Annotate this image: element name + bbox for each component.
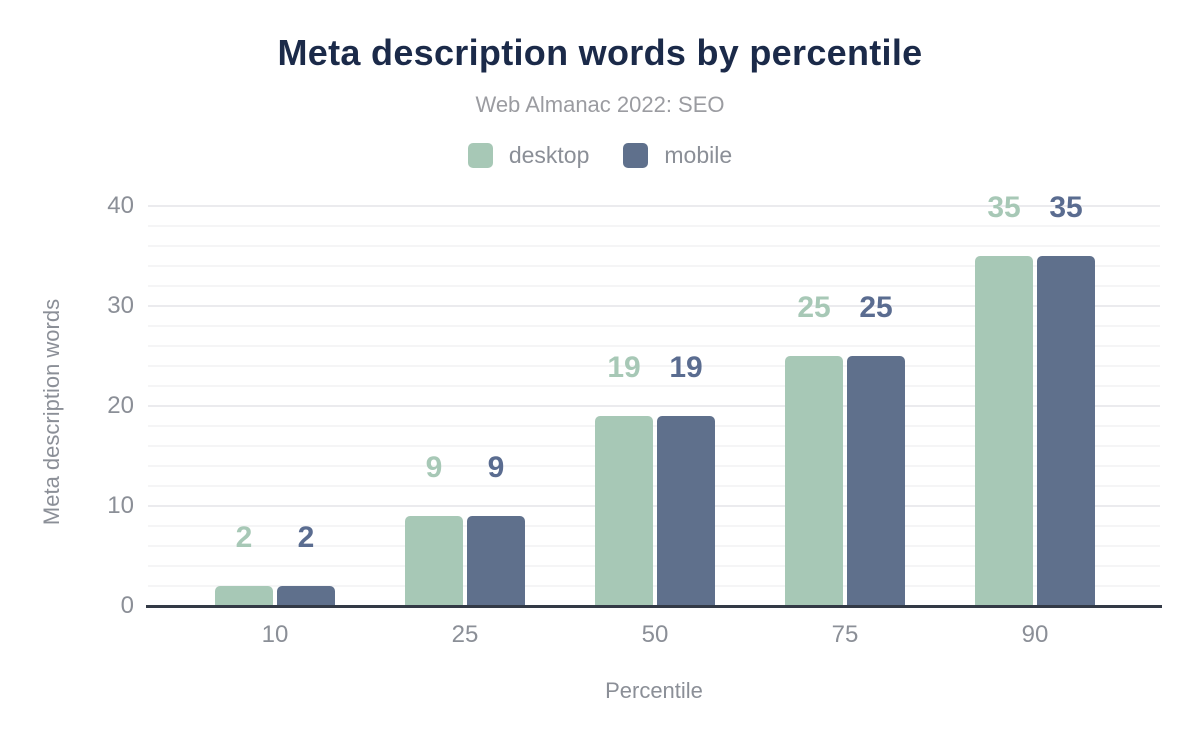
bar-label-desktop-p50: 19 — [607, 351, 641, 384]
legend-swatch-mobile — [623, 143, 649, 168]
bar-mobile-p50 — [657, 416, 715, 606]
gridline-16 — [148, 445, 1160, 447]
gridline-30 — [148, 305, 1160, 307]
legend-item-desktop: desktop — [467, 142, 590, 169]
bar-mobile-p75 — [847, 356, 905, 606]
gridline-8 — [148, 525, 1160, 527]
bar-label-mobile-p25: 9 — [487, 451, 505, 484]
gridline-18 — [148, 425, 1160, 427]
bar-label-desktop-p75: 25 — [797, 291, 831, 324]
x-tick-25: 25 — [451, 621, 479, 648]
y-tick-40: 40 — [107, 192, 134, 219]
bar-desktop-p50 — [595, 416, 653, 606]
gridline-40 — [148, 205, 1160, 207]
bar-label-desktop-p25: 9 — [425, 451, 443, 484]
bar-mobile-p90 — [1037, 256, 1095, 606]
gridline-24 — [148, 365, 1160, 367]
bar-group-p25: 9 9 25 — [405, 206, 525, 648]
gridline-26 — [148, 345, 1160, 347]
gridline-2 — [148, 585, 1160, 587]
x-tick-10: 10 — [261, 621, 289, 648]
legend-label-desktop: desktop — [508, 142, 590, 168]
bar-label-mobile-p10: 2 — [297, 521, 315, 554]
legend-label-mobile: mobile — [664, 142, 733, 168]
bar-label-mobile-p75: 25 — [859, 291, 893, 324]
gridline-36 — [148, 245, 1160, 247]
bar-desktop-p25 — [405, 516, 463, 606]
bar-label-desktop-p90: 35 — [987, 191, 1021, 224]
gridline-20 — [148, 405, 1160, 407]
x-tick-90: 90 — [1021, 621, 1049, 648]
gridline-6 — [148, 545, 1160, 547]
bar-desktop-p90 — [975, 256, 1033, 606]
x-axis-line — [146, 605, 1162, 608]
y-tick-0: 0 — [120, 592, 134, 619]
x-tick-75: 75 — [831, 621, 859, 648]
gridline-14 — [148, 465, 1160, 467]
bar-mobile-p25 — [467, 516, 525, 606]
gridline-32 — [148, 285, 1160, 287]
legend-swatch-desktop — [467, 143, 493, 168]
bar-label-mobile-p50: 19 — [669, 351, 703, 384]
bar-label-mobile-p90: 35 — [1049, 191, 1083, 224]
y-tick-20: 20 — [107, 392, 134, 419]
chart-subtitle: Web Almanac 2022: SEO — [475, 92, 725, 117]
x-tick-50: 50 — [641, 621, 669, 648]
x-axis-title: Percentile — [605, 678, 703, 703]
bar-group-p50: 19 19 50 — [595, 206, 715, 648]
y-axis-title: Meta description words — [39, 298, 64, 526]
plot-area: 0 10 20 30 40 2 2 10 9 9 25 19 19 50 25 25 75 35 35 90 — [107, 192, 1162, 648]
bar-desktop-p75 — [785, 356, 843, 606]
chart-title: Meta description words by percentile — [277, 32, 923, 73]
legend: desktop mobile — [0, 142, 1200, 169]
bar-group-p10: 2 2 10 — [215, 206, 335, 648]
gridline-22 — [148, 385, 1160, 387]
gridline-12 — [148, 485, 1160, 487]
gridline-4 — [148, 565, 1160, 567]
y-tick-10: 10 — [107, 492, 134, 519]
gridline-10 — [148, 505, 1160, 507]
legend-item-mobile: mobile — [623, 142, 732, 169]
bar-group-p75: 25 25 75 — [785, 206, 905, 648]
bar-desktop-p10 — [215, 586, 273, 606]
gridline-34 — [148, 265, 1160, 267]
bar-mobile-p10 — [277, 586, 335, 606]
bar-label-desktop-p10: 2 — [235, 521, 253, 554]
gridline-28 — [148, 325, 1160, 327]
y-tick-30: 30 — [107, 292, 134, 319]
bar-group-p90: 35 35 90 — [975, 193, 1095, 648]
gridline-38 — [148, 225, 1160, 227]
